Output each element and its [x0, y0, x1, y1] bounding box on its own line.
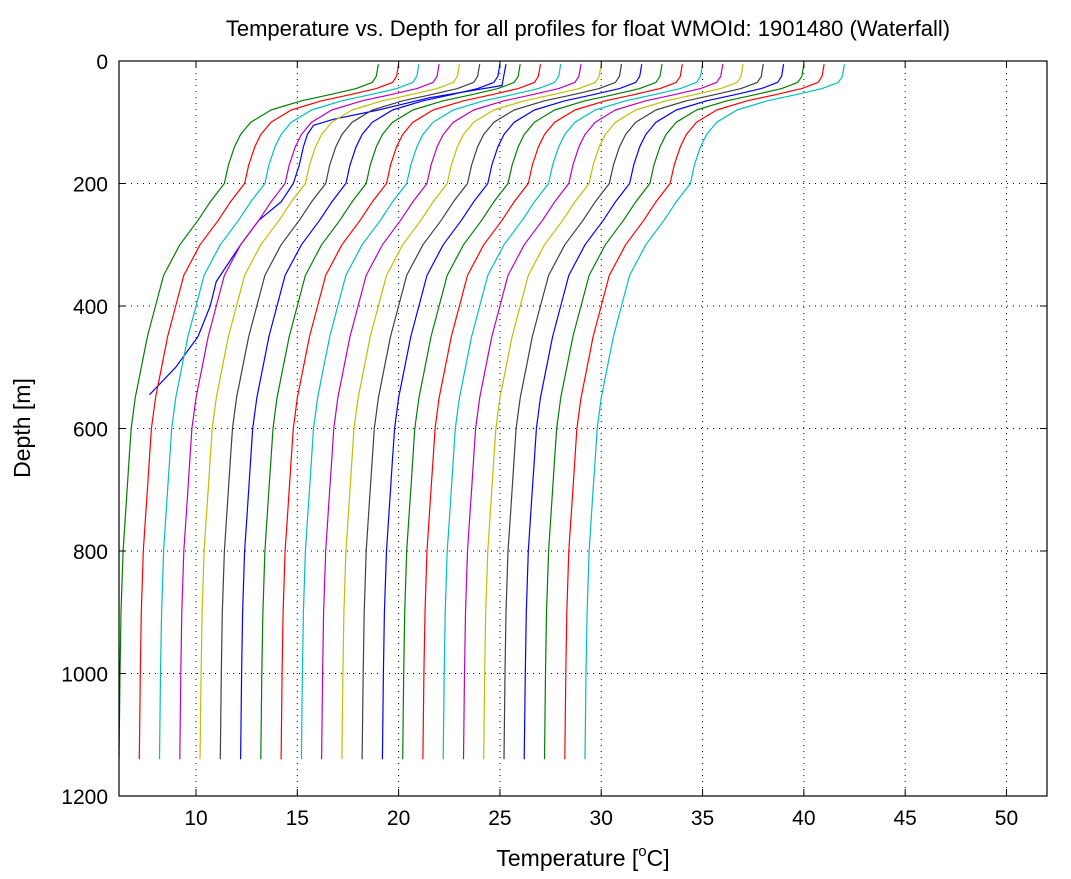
profile-line-13: [341, 64, 602, 760]
x-tick-label: 50: [995, 807, 1018, 830]
x-axis-label-suffix: C]: [647, 845, 670, 871]
profile-line-7: [219, 63, 481, 760]
profile-line-4: [158, 64, 420, 760]
profile-line-10: [280, 64, 541, 760]
y-axis-label: Depth [m]: [9, 378, 35, 478]
profile-line-16: [402, 64, 663, 760]
axis-ticks: [119, 60, 1047, 797]
profile-line-20: [483, 63, 744, 760]
profile-line-8: [240, 64, 501, 760]
profile-line-21: [503, 64, 764, 760]
x-tick-label: 35: [691, 807, 714, 830]
x-tick-label: 20: [387, 807, 410, 830]
profile-line-22: [523, 64, 785, 760]
profile-line-19: [462, 64, 724, 760]
profile-line-25: [584, 64, 845, 760]
y-tick-label: 1000: [61, 664, 108, 687]
profile-line-12: [321, 63, 582, 760]
profile-line-2: [119, 63, 379, 760]
profile-line-6: [199, 64, 460, 760]
profile-lines: [119, 63, 845, 760]
x-tick-label: 15: [286, 807, 309, 830]
profile-line-18: [442, 64, 704, 760]
profile-line-1: [148, 63, 507, 396]
profile-line-24: [564, 64, 825, 760]
profile-line-11: [300, 64, 562, 760]
x-axis-label-superscript: o: [638, 843, 646, 860]
profile-line-5: [179, 64, 440, 760]
axis-tick-labels: 10 15 20 25 30 35 40 45 50 0 200 400 600 800 1000 1200: [61, 51, 1018, 830]
profile-line-15: [381, 63, 643, 760]
profile-line-3: [138, 64, 400, 760]
y-tick-label: 0: [96, 51, 108, 74]
grid-lines: [119, 61, 1047, 796]
profile-line-14: [361, 64, 623, 760]
x-axis-label: Temperature [oC]: [496, 843, 669, 871]
x-tick-label: 25: [488, 807, 511, 830]
x-tick-label: 45: [893, 807, 916, 830]
profile-line-23: [543, 63, 805, 760]
x-axis-label-prefix: Temperature [: [496, 845, 639, 871]
profile-line-17: [422, 64, 683, 760]
y-tick-label: 1200: [61, 786, 108, 809]
y-tick-label: 800: [73, 541, 108, 564]
y-tick-label: 400: [73, 296, 108, 319]
x-tick-label: 30: [590, 807, 613, 830]
x-tick-label: 40: [792, 807, 815, 830]
chart-title: Temperature vs. Depth for all profiles f…: [226, 16, 950, 41]
y-tick-label: 200: [73, 174, 108, 197]
x-tick-label: 10: [184, 807, 207, 830]
profile-line-9: [260, 64, 521, 760]
y-tick-label: 600: [73, 419, 108, 442]
